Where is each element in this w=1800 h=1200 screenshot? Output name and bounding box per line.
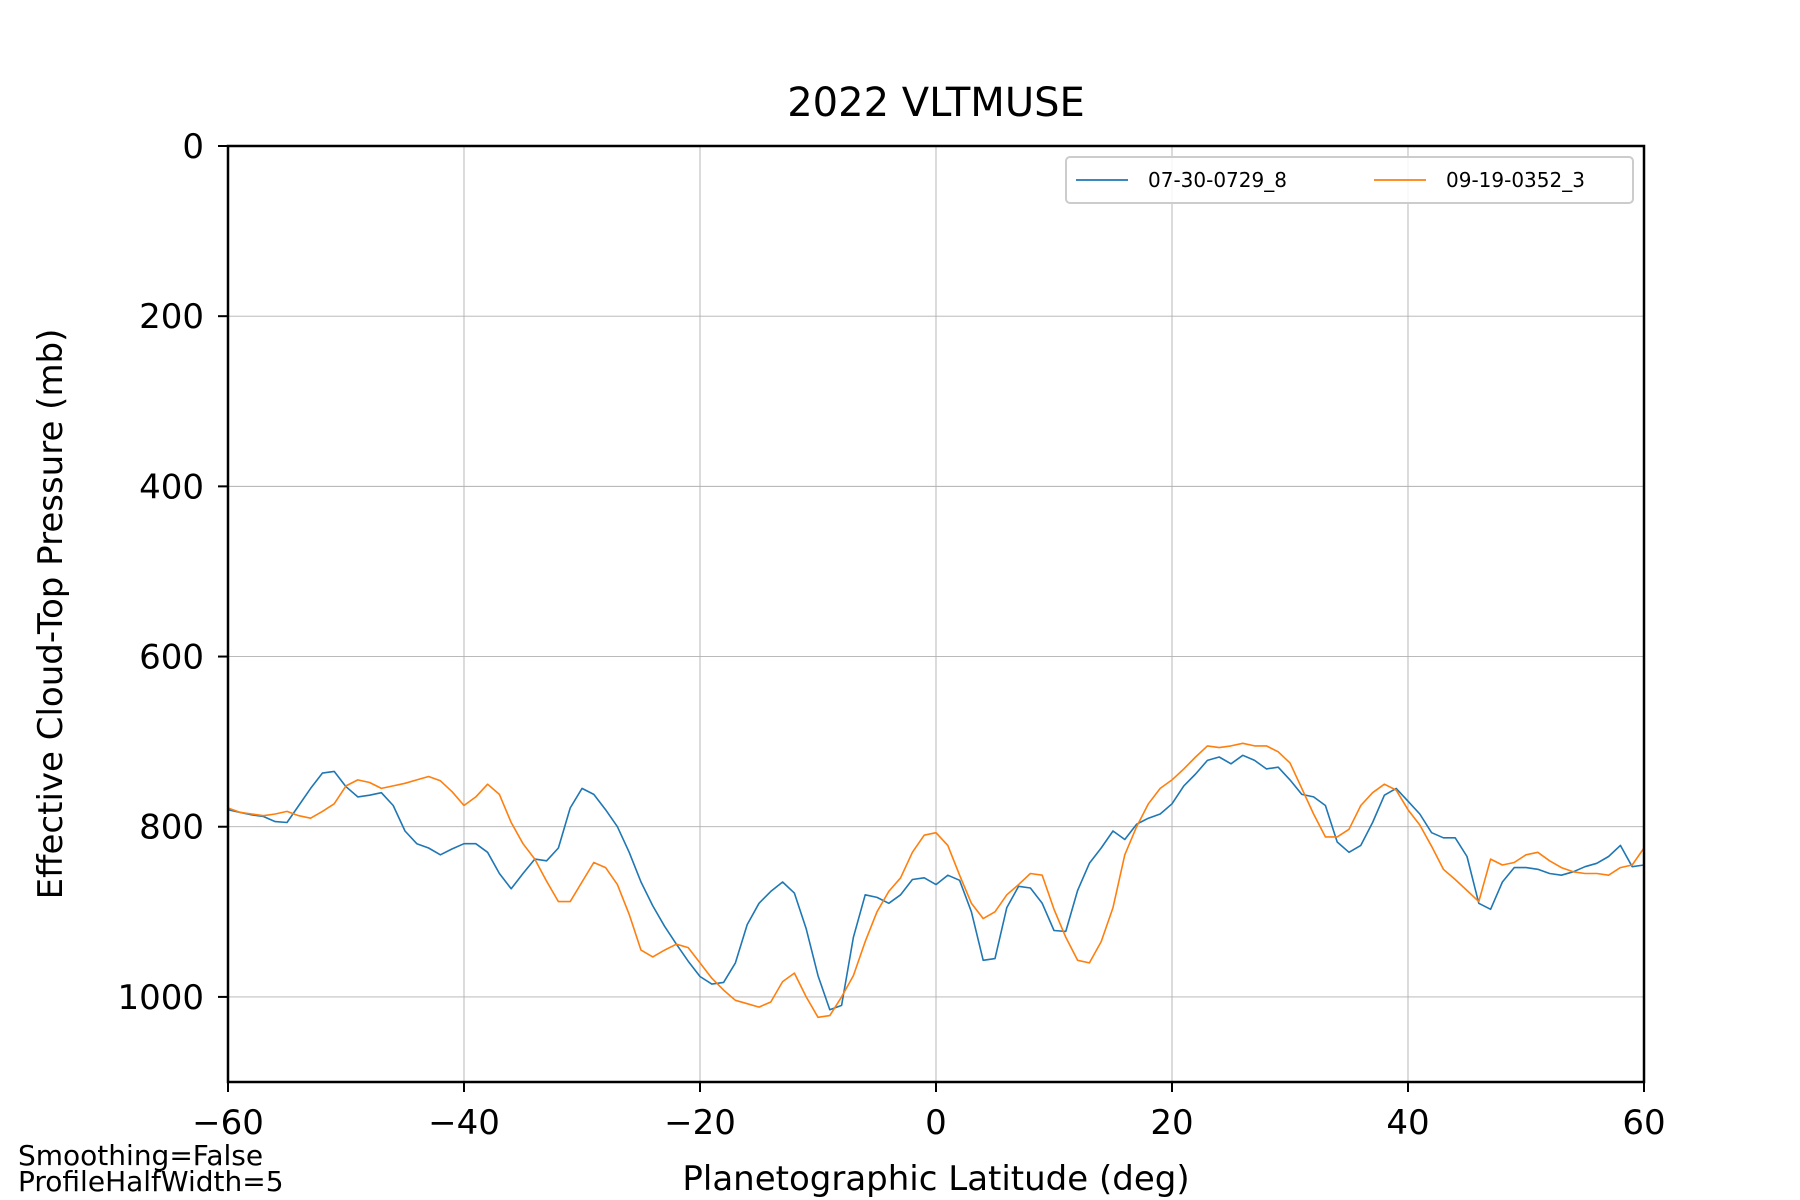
profile-half-width-note: ProfileHalfWidth=5 bbox=[18, 1165, 284, 1198]
grid-lines bbox=[227, 145, 1645, 1082]
x-axis-label: Planetographic Latitude (deg) bbox=[682, 1159, 1189, 1199]
smoothing-note: Smoothing=False bbox=[18, 1139, 264, 1172]
x-tick-label: 20 bbox=[1150, 1103, 1193, 1143]
x-tick-label: 40 bbox=[1386, 1103, 1429, 1143]
y-tick-label: 800 bbox=[139, 808, 204, 848]
legend: 07-30-0729_8 09-19-0352_3 bbox=[1065, 156, 1634, 204]
x-tick-label: −20 bbox=[664, 1103, 736, 1143]
y-tick-label: 200 bbox=[139, 297, 204, 337]
series-line-2 bbox=[227, 742, 1645, 1019]
y-tick-label: 400 bbox=[139, 467, 204, 507]
x-tick-label: 0 bbox=[925, 1103, 947, 1143]
x-tick-label: −60 bbox=[192, 1103, 264, 1143]
y-tick-label: 0 bbox=[182, 127, 204, 167]
series-line-1 bbox=[227, 754, 1645, 1011]
y-axis-label: Effective Cloud-Top Pressure (mb) bbox=[31, 329, 71, 900]
legend-label-series-1: 07-30-0729_8 bbox=[1148, 168, 1287, 192]
x-tick-label: −40 bbox=[428, 1103, 500, 1143]
series-lines bbox=[227, 742, 1645, 1019]
legend-box bbox=[1065, 156, 1634, 204]
x-tick-label: 60 bbox=[1622, 1103, 1665, 1143]
legend-label-series-2: 09-19-0352_3 bbox=[1446, 168, 1585, 192]
chart-title: 2022 VLTMUSE bbox=[787, 80, 1085, 126]
y-tick-label: 600 bbox=[139, 638, 204, 678]
y-tick-label: 1000 bbox=[117, 978, 204, 1018]
